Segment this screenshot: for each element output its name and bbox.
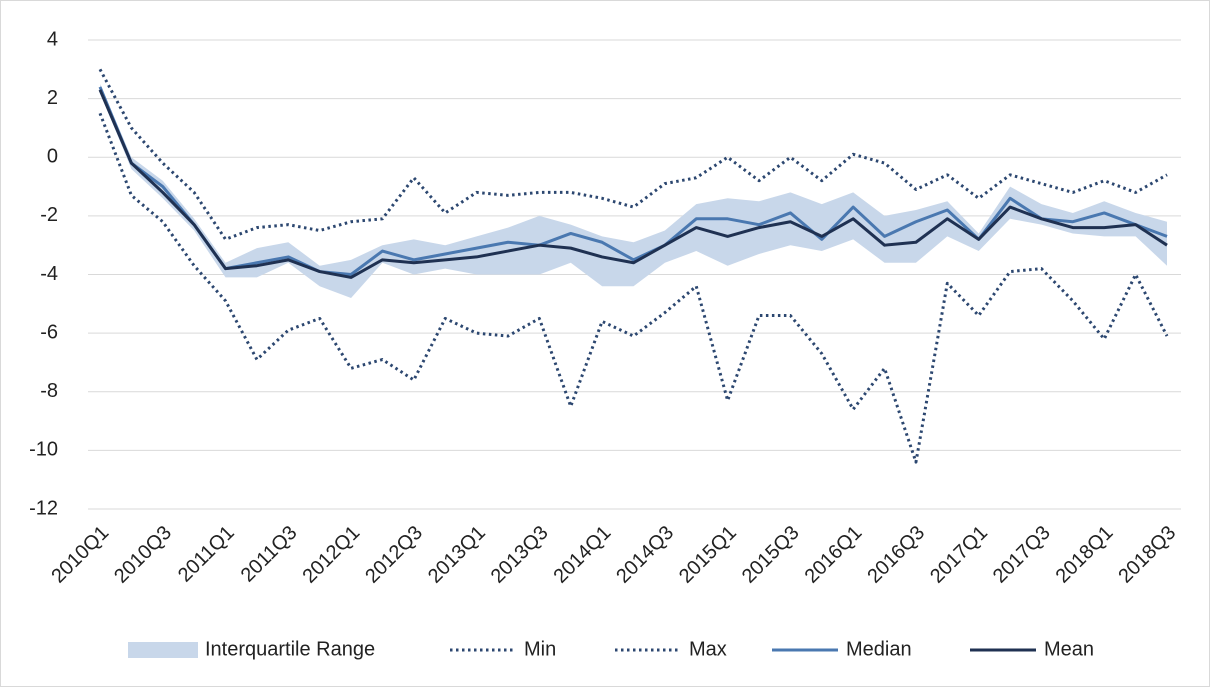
y-tick-label: 2 (47, 87, 58, 109)
legend-swatch (128, 642, 198, 658)
y-tick-label: -8 (40, 380, 58, 402)
legend-label: Interquartile Range (205, 638, 375, 660)
series-line (98, 86, 1168, 276)
y-tick-label: 4 (47, 28, 58, 50)
series-line (98, 89, 1168, 279)
y-tick-label: 0 (47, 146, 58, 168)
series-line (98, 112, 1169, 464)
legend-label: Mean (1044, 638, 1094, 660)
y-tick-label: -10 (29, 439, 58, 461)
y-tick-label: -12 (29, 497, 58, 519)
y-tick-label: -2 (40, 204, 58, 226)
y-tick-label: -6 (40, 321, 58, 343)
legend-label: Max (689, 638, 727, 660)
legend-label: Median (846, 638, 912, 660)
legend-label: Min (524, 638, 556, 660)
y-tick-label: -4 (40, 263, 58, 285)
